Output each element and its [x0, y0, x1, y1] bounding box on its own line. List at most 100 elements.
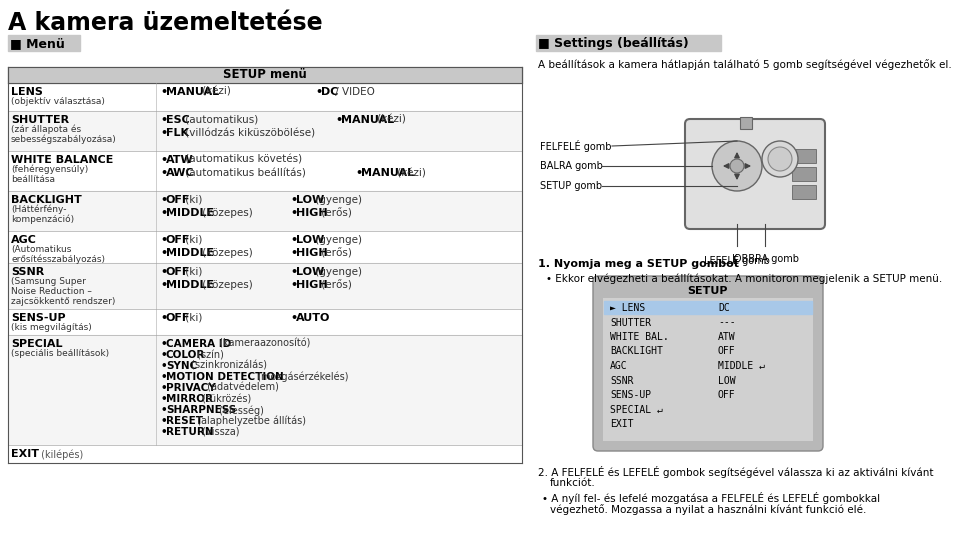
Text: • A nyíl fel- és lefelé mozgatása a FELFELÉ és LEFELÉ gombokkal: • A nyíl fel- és lefelé mozgatása a FELF…: [542, 492, 880, 504]
Text: •: •: [290, 267, 298, 277]
Text: OFF: OFF: [718, 390, 735, 400]
Text: OFF: OFF: [166, 195, 190, 205]
Bar: [8, 335, 522, 445]
Text: •: •: [160, 168, 167, 178]
Text: A beállítások a kamera hátlapján található 5 gomb segítségével végezhetők el.: A beállítások a kamera hátlapján találha…: [538, 59, 951, 70]
Text: (fehéregyensúly): (fehéregyensúly): [11, 165, 88, 174]
Text: MIDDLE: MIDDLE: [166, 248, 214, 258]
Text: HIGH: HIGH: [296, 208, 327, 218]
Text: AGC: AGC: [11, 235, 36, 245]
Text: (közepes): (közepes): [199, 208, 252, 218]
Text: •: •: [290, 280, 298, 290]
Text: LOW: LOW: [296, 235, 324, 245]
Text: •: •: [160, 87, 167, 97]
Text: (erős): (erős): [318, 248, 352, 258]
Text: OFF: OFF: [166, 235, 190, 245]
Bar: [792, 149, 816, 163]
Text: EXIT: EXIT: [610, 419, 634, 429]
Text: RETURN: RETURN: [166, 427, 214, 437]
Text: (gyenge): (gyenge): [313, 235, 363, 245]
Bar: [536, 35, 721, 51]
Text: BACKLIGHT: BACKLIGHT: [610, 347, 662, 357]
Text: ---: ---: [718, 318, 735, 328]
Text: MANUAL: MANUAL: [166, 87, 219, 97]
Text: EXIT: EXIT: [11, 449, 39, 459]
Bar: [8, 263, 522, 309]
Text: WHITE BAL.: WHITE BAL.: [610, 332, 669, 342]
Text: végezhető. Mozgassa a nyilat a használni kívánt funkció elé.: végezhető. Mozgassa a nyilat a használni…: [550, 504, 866, 515]
Text: MIRROR: MIRROR: [166, 394, 213, 404]
Text: ► LENS: ► LENS: [610, 303, 645, 313]
Text: MIDDLE: MIDDLE: [166, 208, 214, 218]
Text: (szín): (szín): [194, 350, 224, 360]
Text: LENS: LENS: [11, 87, 43, 97]
Text: CAMERA ID: CAMERA ID: [166, 339, 231, 349]
Text: A kamera üzemeltetése: A kamera üzemeltetése: [8, 11, 323, 35]
Text: SSNR: SSNR: [610, 376, 634, 386]
Text: sebességszabályozása): sebességszabályozása): [11, 135, 117, 144]
Text: FLK: FLK: [166, 128, 189, 138]
Bar: [604, 301, 812, 314]
Text: FELFELÉ gomb: FELFELÉ gomb: [540, 140, 612, 152]
Text: (zár állapota és: (zár állapota és: [11, 125, 82, 135]
Text: •: •: [160, 405, 167, 415]
Bar: [8, 151, 522, 191]
Text: zajcsökkentő rendszer): zajcsökkentő rendszer): [11, 297, 115, 306]
Circle shape: [712, 141, 762, 191]
Text: •: •: [290, 248, 298, 258]
Text: kompenzáció): kompenzáció): [11, 215, 74, 225]
Text: ■ Settings (beállítás): ■ Settings (beállítás): [538, 37, 688, 50]
Bar: [8, 83, 522, 111]
Text: SPECIAL: SPECIAL: [11, 339, 62, 349]
Text: (tükrözés): (tükrözés): [199, 394, 252, 404]
Bar: [8, 231, 522, 263]
Bar: [8, 111, 522, 151]
Text: (gyenge): (gyenge): [313, 195, 363, 205]
Text: ESC: ESC: [166, 115, 190, 125]
Bar: [792, 185, 816, 199]
Text: LEFELÉ gomb: LEFELÉ gomb: [704, 254, 770, 266]
Text: OFF: OFF: [166, 313, 190, 323]
Text: (speciális beállítások): (speciális beállítások): [11, 349, 109, 358]
Text: MANUAL: MANUAL: [341, 115, 395, 125]
Text: MOTION DETECTION: MOTION DETECTION: [166, 372, 284, 382]
Text: (gyenge): (gyenge): [313, 267, 363, 277]
Text: ATW: ATW: [166, 155, 194, 165]
Text: •: •: [160, 208, 167, 218]
FancyBboxPatch shape: [593, 276, 823, 451]
Text: •: •: [290, 195, 298, 205]
Text: OFF: OFF: [166, 267, 190, 277]
Text: (erős): (erős): [318, 280, 352, 291]
Text: BACKLIGHT: BACKLIGHT: [11, 195, 82, 205]
Text: SETUP menü: SETUP menü: [223, 69, 307, 82]
Text: (objektív választása): (objektív választása): [11, 97, 105, 106]
Text: (kézi): (kézi): [199, 87, 230, 97]
Text: AGC: AGC: [610, 361, 628, 371]
Circle shape: [768, 147, 792, 171]
Text: (kameraazonosító): (kameraazonosító): [215, 339, 310, 349]
Text: •: •: [160, 394, 167, 404]
Text: funkciót.: funkciót.: [550, 478, 596, 488]
Text: •: •: [315, 87, 323, 97]
Bar: [8, 445, 522, 463]
Text: •: •: [160, 235, 167, 245]
Text: •: •: [160, 155, 167, 165]
Text: (közepes): (közepes): [199, 248, 252, 258]
Text: SETUP gomb: SETUP gomb: [540, 181, 602, 191]
Text: erősítésszabályozás): erősítésszabályozás): [11, 255, 105, 264]
Text: (szinkronizálás): (szinkronizálás): [188, 361, 267, 371]
Text: •: •: [290, 208, 298, 218]
Text: SPECIAL ↵: SPECIAL ↵: [610, 405, 662, 415]
Text: SHUTTER: SHUTTER: [11, 115, 69, 125]
Text: (Háttérfény-: (Háttérfény-: [11, 205, 66, 215]
Text: •: •: [160, 383, 167, 393]
Text: PRIVACY: PRIVACY: [166, 383, 216, 393]
Text: beállítása: beállítása: [11, 175, 55, 184]
Text: (mozgásérzékelés): (mozgásérzékelés): [254, 372, 348, 382]
Circle shape: [730, 159, 744, 173]
Text: (ki): (ki): [182, 313, 203, 323]
Text: BALRA gomb: BALRA gomb: [540, 161, 603, 171]
Text: / VIDEO: / VIDEO: [332, 87, 374, 97]
Text: LOW: LOW: [296, 267, 324, 277]
Text: (Samsung Super: (Samsung Super: [11, 277, 85, 286]
